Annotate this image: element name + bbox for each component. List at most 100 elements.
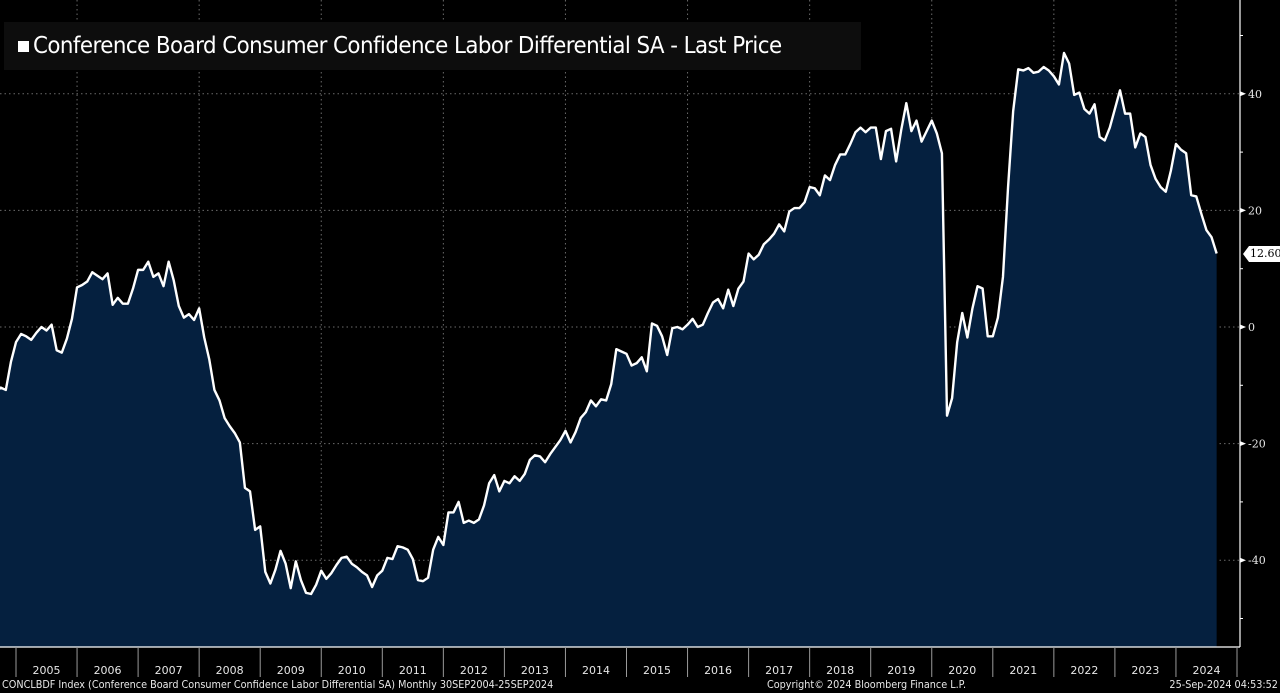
data-point[interactable]	[1021, 68, 1026, 73]
data-point[interactable]	[1163, 189, 1168, 194]
data-point[interactable]	[675, 325, 680, 330]
data-point[interactable]	[151, 274, 156, 279]
data-point[interactable]	[441, 543, 446, 548]
data-point[interactable]	[146, 259, 151, 264]
data-point[interactable]	[1056, 82, 1061, 87]
data-point[interactable]	[558, 438, 563, 443]
data-point[interactable]	[751, 257, 756, 262]
data-point[interactable]	[538, 454, 543, 459]
data-point[interactable]	[609, 382, 614, 387]
data-point[interactable]	[817, 193, 822, 198]
data-point[interactable]	[833, 162, 838, 167]
data-point[interactable]	[1041, 64, 1046, 69]
data-point[interactable]	[298, 578, 303, 583]
data-point[interactable]	[248, 489, 253, 494]
data-point[interactable]	[54, 348, 59, 353]
data-point[interactable]	[359, 569, 364, 574]
data-point[interactable]	[919, 139, 924, 144]
data-point[interactable]	[476, 517, 481, 522]
data-point[interactable]	[90, 270, 95, 275]
data-point[interactable]	[883, 129, 888, 134]
data-point[interactable]	[1011, 109, 1016, 114]
data-point[interactable]	[568, 440, 573, 445]
data-point[interactable]	[1000, 274, 1005, 279]
data-point[interactable]	[532, 453, 537, 458]
data-point[interactable]	[1128, 111, 1133, 116]
data-point[interactable]	[207, 357, 212, 362]
data-point[interactable]	[1062, 50, 1067, 55]
data-point[interactable]	[115, 295, 120, 300]
data-point[interactable]	[721, 306, 726, 311]
data-point[interactable]	[543, 460, 548, 465]
data-point[interactable]	[522, 471, 527, 476]
data-point[interactable]	[100, 277, 105, 282]
data-point[interactable]	[1143, 134, 1148, 139]
data-point[interactable]	[39, 325, 44, 330]
data-point[interactable]	[375, 573, 380, 578]
data-point[interactable]	[288, 586, 293, 591]
data-point[interactable]	[451, 510, 456, 515]
data-point[interactable]	[1082, 106, 1087, 111]
data-point[interactable]	[787, 209, 792, 214]
data-point[interactable]	[385, 555, 390, 560]
data-point[interactable]	[995, 315, 1000, 320]
data-point[interactable]	[863, 130, 868, 135]
data-point[interactable]	[644, 369, 649, 374]
data-point[interactable]	[1158, 185, 1163, 190]
data-point[interactable]	[904, 101, 909, 106]
data-point[interactable]	[258, 524, 263, 529]
data-point[interactable]	[548, 452, 553, 457]
data-point[interactable]	[1123, 111, 1128, 116]
data-point[interactable]	[136, 267, 141, 272]
data-point[interactable]	[8, 359, 13, 364]
data-point[interactable]	[253, 527, 258, 532]
data-point[interactable]	[772, 231, 777, 236]
data-point[interactable]	[365, 573, 370, 578]
data-point[interactable]	[614, 347, 619, 352]
data-point[interactable]	[939, 151, 944, 156]
data-point[interactable]	[1072, 92, 1077, 97]
data-point[interactable]	[1168, 168, 1173, 173]
data-point[interactable]	[731, 304, 736, 309]
data-point[interactable]	[339, 555, 344, 560]
data-point[interactable]	[421, 579, 426, 584]
data-point[interactable]	[960, 311, 965, 316]
data-point[interactable]	[487, 481, 492, 486]
data-point[interactable]	[1214, 251, 1219, 256]
data-point[interactable]	[14, 340, 19, 345]
data-point[interactable]	[380, 568, 385, 573]
data-point[interactable]	[314, 582, 319, 587]
data-point[interactable]	[222, 415, 227, 420]
data-point[interactable]	[105, 271, 110, 276]
data-point[interactable]	[1102, 138, 1107, 143]
data-point[interactable]	[309, 592, 314, 597]
data-point[interactable]	[278, 548, 283, 553]
data-point[interactable]	[1107, 125, 1112, 130]
data-point[interactable]	[853, 130, 858, 135]
data-point[interactable]	[1026, 66, 1031, 71]
data-point[interactable]	[899, 127, 904, 132]
data-point[interactable]	[695, 325, 700, 330]
data-point[interactable]	[59, 350, 64, 355]
data-point[interactable]	[161, 284, 166, 289]
data-point[interactable]	[349, 561, 354, 566]
data-point[interactable]	[1204, 228, 1209, 233]
data-point[interactable]	[700, 322, 705, 327]
data-point[interactable]	[80, 283, 85, 288]
data-point[interactable]	[1184, 151, 1189, 156]
data-point[interactable]	[471, 520, 476, 525]
data-point[interactable]	[807, 185, 812, 190]
data-point[interactable]	[777, 222, 782, 227]
data-point[interactable]	[34, 330, 39, 335]
data-point[interactable]	[19, 332, 24, 337]
data-point[interactable]	[1006, 185, 1011, 190]
data-point[interactable]	[812, 186, 817, 191]
data-point[interactable]	[319, 568, 324, 573]
data-point[interactable]	[426, 575, 431, 580]
data-point[interactable]	[181, 315, 186, 320]
data-point[interactable]	[461, 520, 466, 525]
data-point[interactable]	[1133, 145, 1138, 150]
data-point[interactable]	[334, 562, 339, 567]
data-point[interactable]	[75, 285, 80, 290]
data-point[interactable]	[492, 473, 497, 478]
